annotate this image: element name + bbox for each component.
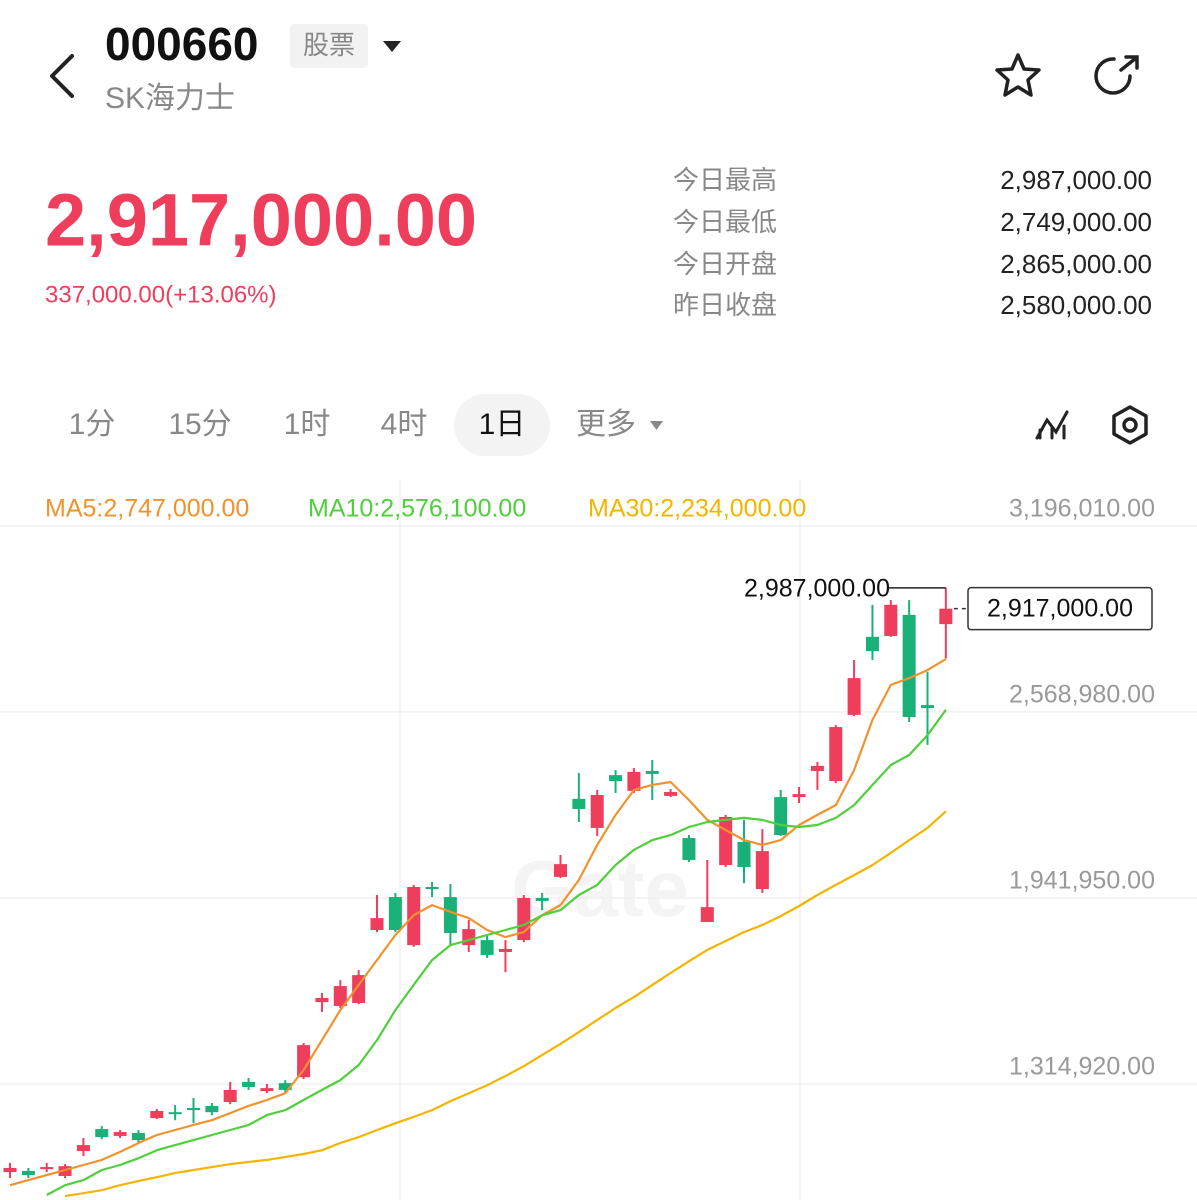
candle-body (205, 1105, 219, 1113)
settings-icon[interactable] (1112, 405, 1148, 445)
tab[interactable]: 1时 (284, 408, 331, 441)
candle-body (865, 636, 879, 652)
share-icon[interactable] (1094, 55, 1139, 95)
candle-body (609, 775, 623, 782)
candle-body (755, 851, 769, 890)
candle-body (627, 771, 641, 791)
candle-body (884, 604, 898, 636)
candle-body (700, 907, 714, 922)
stat-value: 2,865,000.00 (1000, 249, 1152, 279)
candle-body (168, 1112, 182, 1115)
candle-body (829, 727, 843, 782)
price-change: 337,000.00(+13.06%) (45, 281, 277, 308)
candle-body (462, 929, 476, 946)
candle-body (113, 1132, 127, 1136)
candle-body (921, 705, 934, 709)
ma-line (9, 658, 947, 1187)
stats: 今日最高 2,987,000.00 今日最低 2,749,000.00 今日开盘… (673, 165, 1152, 320)
last-price-label: 2,917,000.00 (987, 594, 1133, 622)
candle-body (535, 897, 549, 901)
candle-body (388, 897, 402, 931)
candle-body (572, 798, 586, 809)
stat-value: 2,580,000.00 (1000, 290, 1152, 320)
candle-body (590, 795, 604, 828)
stock-code: 000660 (105, 18, 259, 70)
last-price-box (967, 586, 1153, 631)
candle-body (554, 864, 567, 877)
stat-value: 2,749,000.00 (1000, 207, 1152, 237)
interval-tabs: 1分 15分 1时 4时 1日 更多 (69, 394, 636, 456)
stock-tag: 股票 (303, 30, 355, 60)
candle-body (95, 1129, 109, 1138)
settings-dot (1122, 417, 1138, 433)
candle-body (150, 1110, 164, 1119)
candle-body (187, 1108, 200, 1111)
candle-body (21, 1170, 35, 1176)
candle-body (443, 897, 457, 933)
candle-body (737, 841, 751, 868)
candle-body (370, 918, 384, 931)
ma-line (64, 810, 947, 1198)
dropdown-arrow[interactable] (383, 41, 401, 52)
candle-body (131, 1132, 145, 1141)
tab[interactable]: 1日 (479, 408, 526, 441)
candle-body (223, 1089, 237, 1103)
last-price: 2,917,000.00 (45, 179, 477, 262)
ma-line (46, 709, 947, 1196)
indicator-icon[interactable] (1035, 410, 1069, 440)
legend-entry: MA10:2,576,100.00 (308, 495, 526, 523)
candle-body (719, 816, 733, 866)
legend-entry: MA30:2,234,000.00 (588, 495, 806, 523)
settings-hex (1112, 405, 1148, 445)
stock-name: SK海力士 (105, 82, 235, 115)
tab[interactable]: 更多 (576, 408, 636, 441)
back-button[interactable] (50, 54, 74, 98)
chart: Gate 3,196,010.00 2,568,980.00 1,941,950.00… (0, 480, 1197, 1200)
tab[interactable]: 4时 (381, 408, 428, 441)
candle-body (645, 770, 659, 774)
candle-body (3, 1167, 17, 1173)
share-arc (1094, 57, 1132, 95)
y-tick-label: 1,941,950.00 (1009, 867, 1155, 895)
share-arrow (1119, 55, 1139, 72)
stat-label: 昨日收盘 (673, 290, 777, 320)
stat-label: 今日最高 (673, 165, 777, 195)
candle-body (498, 948, 512, 952)
candle-body (242, 1081, 256, 1087)
candle-body (315, 997, 329, 1003)
y-tick-label: 1,314,920.00 (1009, 1053, 1155, 1081)
favorite-icon[interactable] (995, 53, 1041, 97)
tag-bg (290, 24, 368, 68)
tab[interactable]: 15分 (168, 408, 231, 441)
tab[interactable]: 1分 (69, 408, 116, 441)
legend-entry: MA5:2,747,000.00 (45, 495, 249, 523)
candle-body (774, 797, 788, 836)
candle-body (40, 1167, 54, 1170)
high-marker-label: 2,987,000.00 (744, 575, 890, 603)
candle-body (902, 614, 916, 717)
candle-body (425, 886, 439, 890)
candle-body (810, 765, 824, 771)
candle-body (260, 1088, 274, 1092)
candle-body (792, 794, 806, 798)
candle-body (682, 838, 696, 860)
active-tab-bg (454, 394, 550, 456)
y-tick-label: 3,196,010.00 (1009, 495, 1155, 523)
watermark: Gate (511, 844, 689, 933)
candle-body (847, 678, 861, 715)
candle-body (297, 1045, 311, 1078)
stat-label: 今日开盘 (673, 249, 777, 279)
candle-body (278, 1083, 292, 1090)
candle-body (480, 940, 494, 955)
stat-label: 今日最低 (673, 207, 777, 237)
candle-body (664, 792, 678, 796)
stat-value: 2,987,000.00 (1000, 165, 1152, 195)
candle-body (333, 986, 347, 1006)
more-arrow[interactable] (650, 421, 663, 430)
candle-body (939, 608, 953, 625)
candle-body (76, 1145, 90, 1152)
y-tick-label: 2,568,980.00 (1009, 681, 1155, 709)
